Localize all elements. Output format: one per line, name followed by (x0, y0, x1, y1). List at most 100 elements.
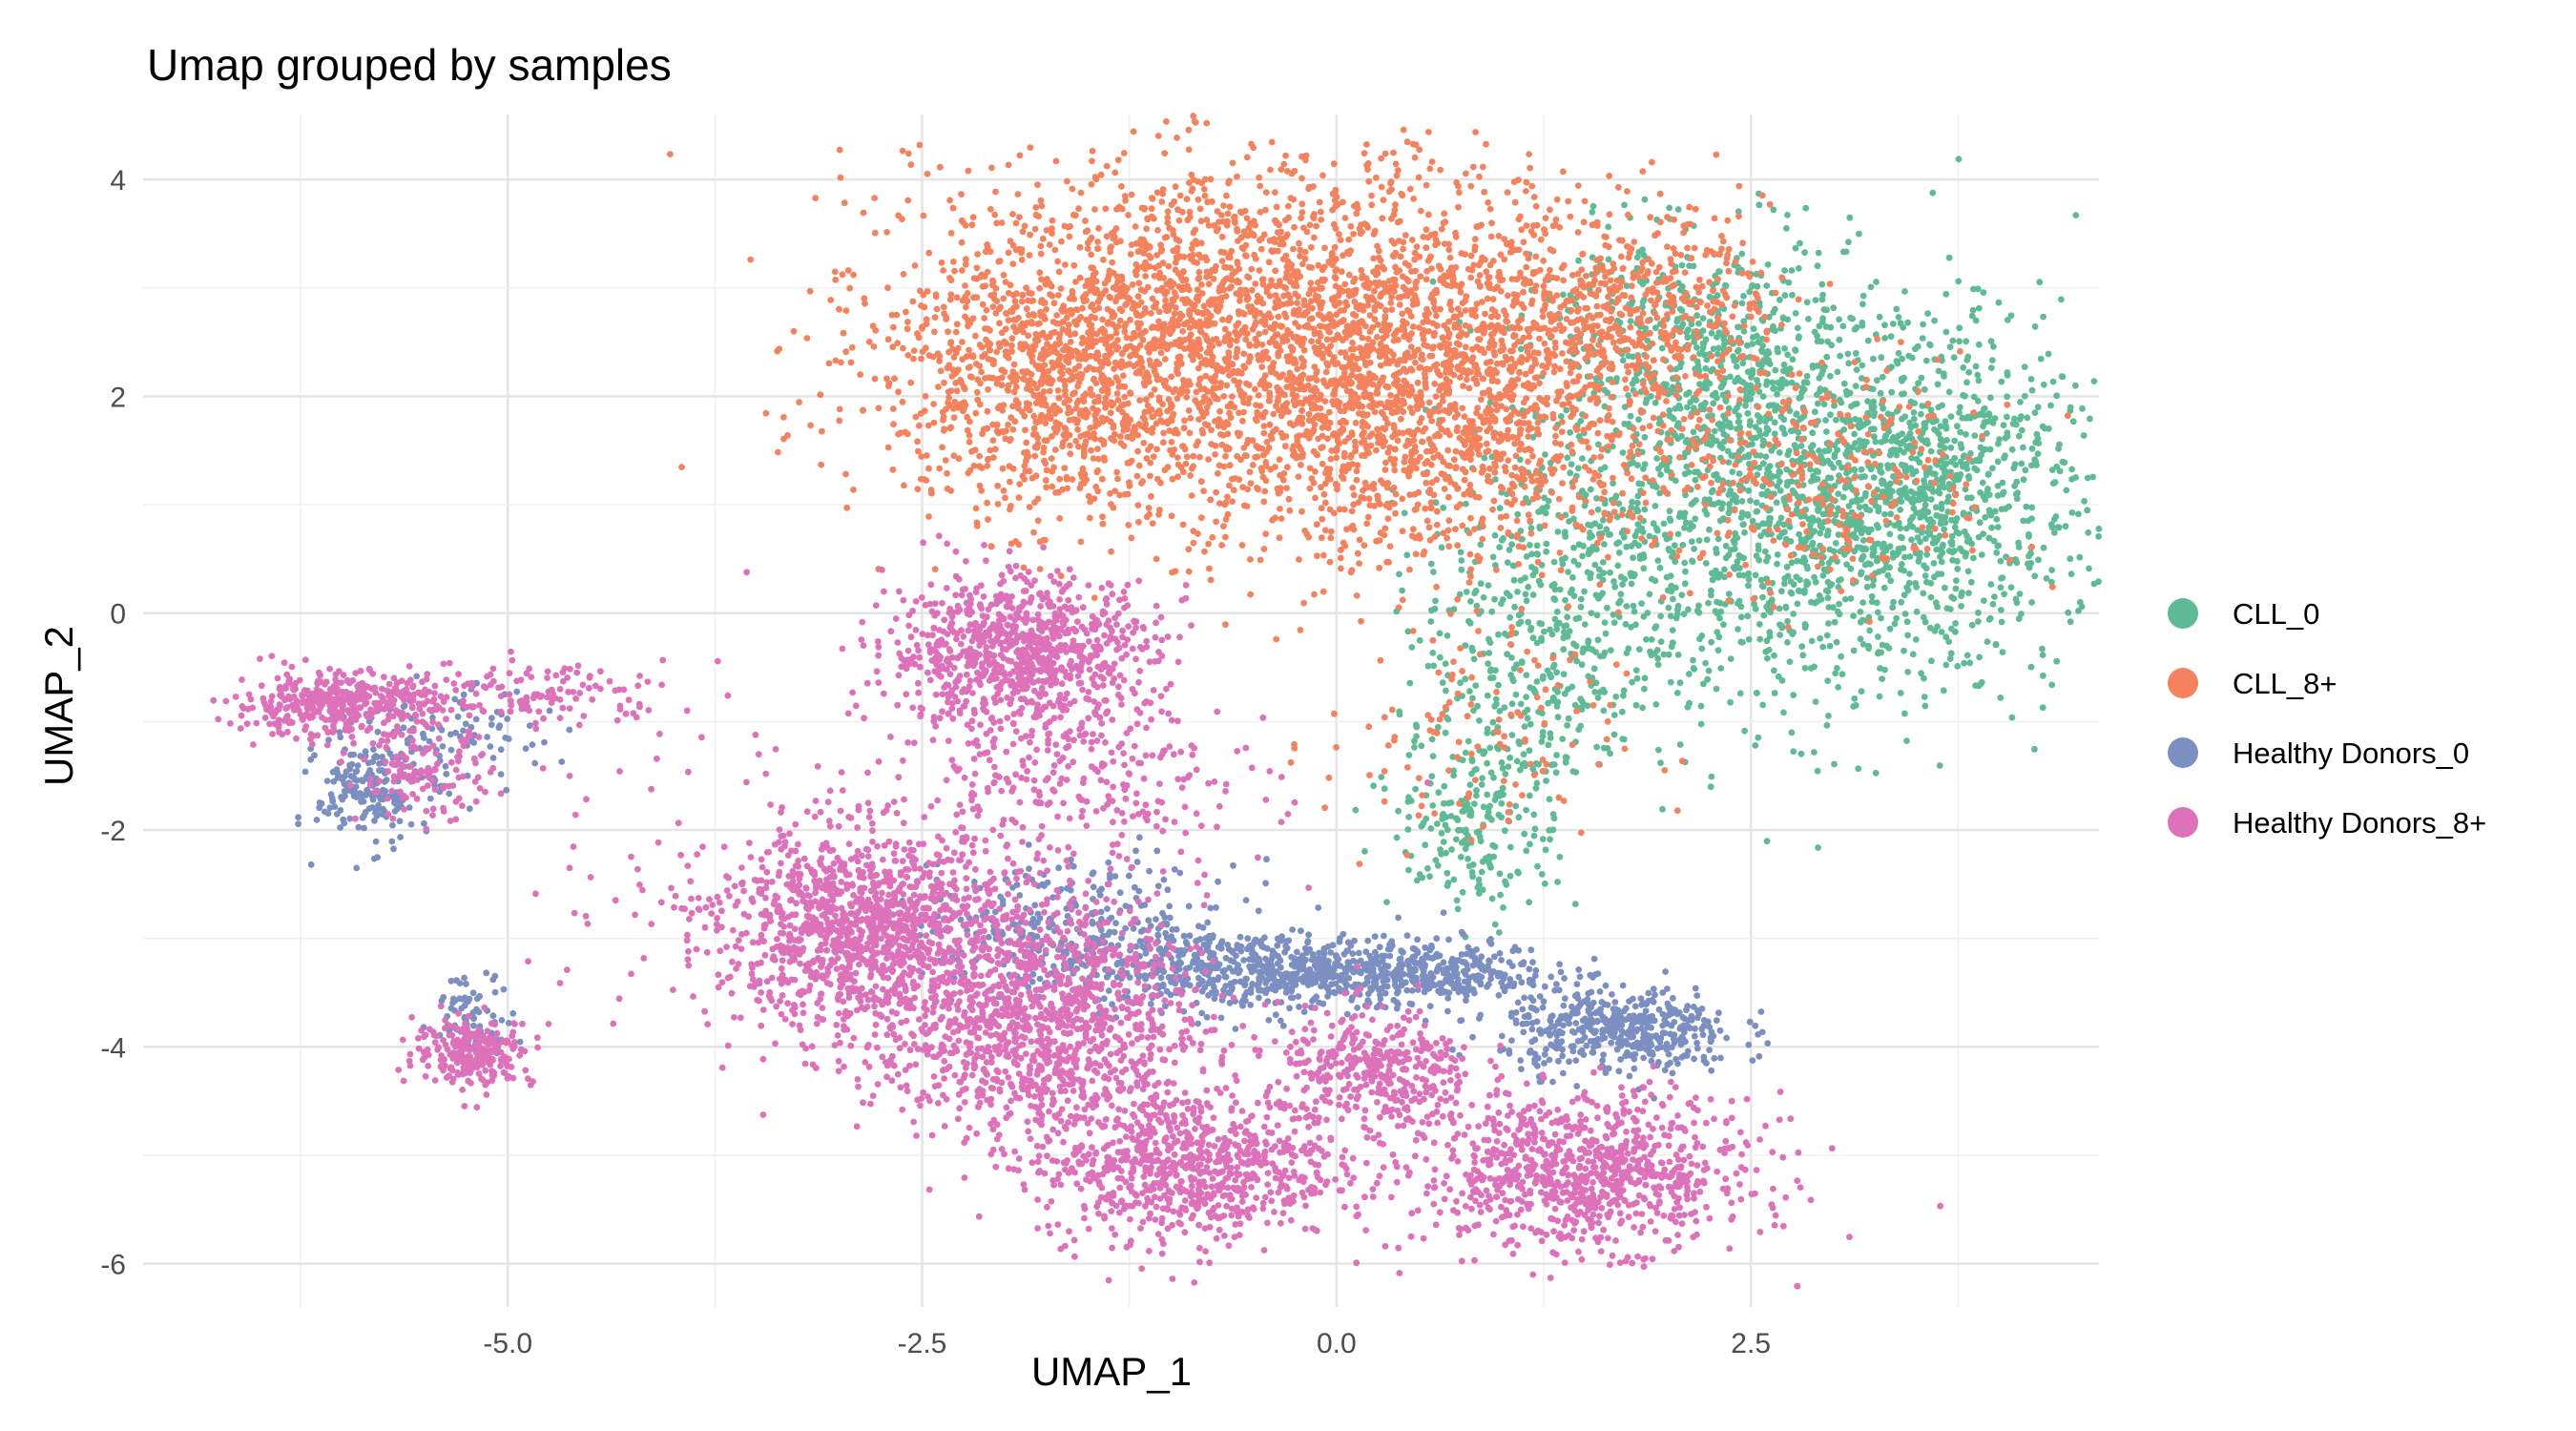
data-point (1954, 565, 1962, 572)
data-point (1966, 659, 1974, 667)
data-point (2028, 445, 2036, 452)
data-point (1138, 263, 1146, 271)
data-point (1599, 516, 1607, 524)
data-point (1389, 276, 1397, 283)
data-point (1623, 603, 1631, 610)
data-point (1575, 465, 1582, 472)
data-point (1599, 590, 1607, 597)
data-point (1735, 208, 1742, 216)
data-point (870, 343, 878, 350)
data-point (1631, 539, 1638, 547)
data-point (1833, 416, 1839, 424)
data-point (1767, 402, 1774, 409)
data-point (1817, 634, 1824, 642)
data-point (1960, 391, 1967, 399)
data-point (1452, 836, 1460, 843)
data-point (747, 256, 755, 263)
data-point (1686, 671, 1693, 677)
data-point (1230, 487, 1237, 494)
data-point (1485, 582, 1492, 589)
data-point (985, 516, 991, 523)
data-point (1798, 384, 1806, 391)
data-point (1652, 503, 1659, 509)
data-point (1531, 566, 1539, 573)
data-point (1652, 701, 1660, 708)
data-point (1825, 620, 1832, 627)
data-point (1462, 826, 1469, 834)
data-point (1852, 701, 1859, 709)
data-point (1831, 517, 1838, 525)
data-point (1100, 256, 1107, 263)
data-point (1222, 452, 1229, 460)
data-point (989, 303, 997, 310)
data-point (2072, 474, 2080, 481)
data-point (1999, 574, 2006, 581)
data-point (1942, 328, 1950, 336)
data-point (1531, 825, 1539, 833)
data-point (2008, 446, 2016, 453)
data-point (1500, 535, 1506, 542)
data-point (1368, 201, 1376, 209)
data-point (1629, 282, 1635, 289)
data-point (1784, 451, 1792, 459)
data-point (1775, 673, 1782, 680)
data-point (1390, 337, 1398, 344)
data-point (1569, 573, 1576, 581)
data-point (1782, 535, 1790, 543)
data-point (1461, 837, 1468, 844)
data-point (1927, 496, 1935, 503)
data-point (1825, 713, 1832, 719)
data-point (1847, 595, 1855, 602)
data-point (1705, 667, 1713, 674)
data-point (1515, 738, 1523, 745)
data-point (1298, 215, 1305, 222)
data-point (1497, 891, 1504, 899)
data-point (2041, 425, 2048, 432)
data-point (1887, 577, 1895, 585)
data-point (1472, 129, 1479, 135)
data-point (1066, 233, 1073, 240)
data-point (1942, 418, 1949, 425)
data-point (1926, 342, 1934, 349)
data-point (1136, 397, 1143, 404)
data-point (1792, 310, 1799, 317)
data-point (1198, 179, 1206, 187)
data-point (1955, 278, 1963, 285)
data-point (1938, 629, 1945, 635)
data-point (1541, 340, 1548, 347)
data-point (1963, 338, 1970, 345)
data-point (2039, 704, 2046, 712)
data-point (1520, 238, 1527, 246)
data-point (1605, 223, 1612, 231)
data-point (1538, 871, 1546, 878)
data-point (1485, 650, 1493, 656)
data-point (1735, 600, 1741, 607)
data-point (1995, 299, 2003, 306)
data-point (1406, 679, 1414, 687)
data-point (1530, 687, 1538, 695)
data-point (1887, 333, 1895, 341)
data-point (1823, 721, 1831, 729)
data-point (1506, 592, 1513, 600)
data-point (2001, 591, 2008, 598)
data-point (1824, 594, 1832, 602)
data-point (1221, 338, 1229, 344)
data-point (2084, 507, 2091, 514)
data-point (1458, 566, 1465, 573)
data-point (1388, 294, 1395, 301)
data-point (1266, 397, 1273, 404)
data-point (1185, 146, 1193, 154)
data-point (1428, 773, 1436, 780)
data-point (1526, 899, 1532, 906)
data-point (1412, 785, 1419, 793)
data-point (1491, 595, 1498, 603)
data-point (1791, 442, 1798, 449)
data-point (1872, 438, 1880, 446)
data-point (2013, 559, 2021, 567)
data-point (1450, 876, 1458, 883)
data-point (1835, 490, 1842, 497)
data-point (1561, 623, 1568, 630)
data-point (2020, 476, 2027, 484)
data-point (1380, 197, 1387, 204)
data-point (1484, 791, 1491, 798)
